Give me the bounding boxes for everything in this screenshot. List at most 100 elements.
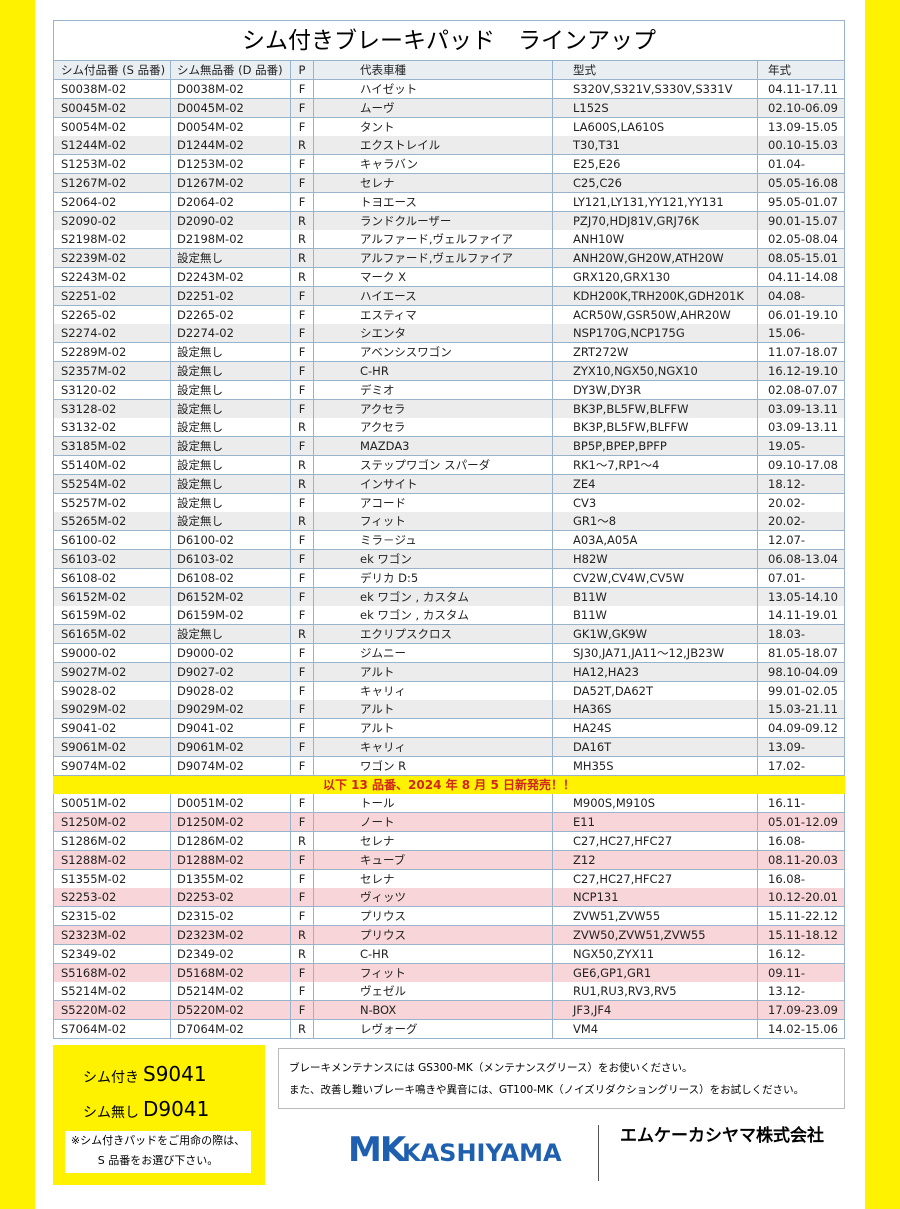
cell: D6103-02 <box>170 550 290 568</box>
cell: S1250M-02 <box>53 813 170 832</box>
cell: トヨエース <box>313 192 552 211</box>
cell: セレナ <box>313 832 552 850</box>
logo-name: KASHIYAMA <box>402 1139 562 1167</box>
cell: デリカ D:5 <box>313 568 552 587</box>
cell: R <box>290 249 313 268</box>
cell: D6152M-02 <box>170 587 290 606</box>
cell: 17.02- <box>757 756 845 775</box>
cell: D1288M-02 <box>170 850 290 869</box>
cell: F <box>290 963 313 982</box>
label: シム付き <box>83 1070 139 1086</box>
cell: S1286M-02 <box>53 832 170 850</box>
table-row: S9029M-02 D9029M-02 F アルト HA36S 15.03-21.11 <box>53 700 845 720</box>
cell: インサイト <box>313 474 552 493</box>
cell: S2243M-02 <box>53 268 170 286</box>
cell: NGX50,ZYX11 <box>552 944 757 963</box>
cell: 18.12- <box>757 474 845 493</box>
cell: R <box>290 474 313 493</box>
cell: S3128-02 <box>53 399 170 418</box>
cell: 98.10-04.09 <box>757 662 845 681</box>
cell: F <box>290 681 313 700</box>
cell: セレナ <box>313 174 552 192</box>
cell: D1253M-02 <box>170 155 290 174</box>
cell: アルファード,ヴェルファイア <box>313 230 552 249</box>
cell: D9074M-02 <box>170 756 290 775</box>
cell: A03A,A05A <box>552 531 757 550</box>
cell: F <box>290 719 313 738</box>
cell: D7064M-02 <box>170 1020 290 1038</box>
cell: F <box>290 380 313 399</box>
cell: S3185M-02 <box>53 437 170 456</box>
cell: D1267M-02 <box>170 174 290 192</box>
cell: 設定無し <box>170 362 290 380</box>
cell: 02.05-08.04 <box>757 230 845 249</box>
cell: 設定無し <box>170 456 290 474</box>
cell: 04.08- <box>757 286 845 305</box>
cell: 17.09-23.09 <box>757 1001 845 1020</box>
cell: P <box>290 61 313 79</box>
cell: ムーヴ <box>313 98 552 117</box>
cell: 20.02- <box>757 512 845 531</box>
cell: HA24S <box>552 719 757 738</box>
cell: RK1～7,RP1～4 <box>552 456 757 474</box>
cell: D1286M-02 <box>170 832 290 850</box>
table-row: S2243M-02 D2243M-02 R マーク X GRX120,GRX130 04.… <box>53 268 845 287</box>
cell: S1244M-02 <box>53 136 170 155</box>
cell: S320V,S321V,S330V,S331V <box>552 80 757 98</box>
cell: ハイゼット <box>313 80 552 98</box>
cell: ACR50W,GSR50W,AHR20W <box>552 305 757 324</box>
cell: 13.09-15.05 <box>757 117 845 136</box>
cell: DA52T,DA62T <box>552 681 757 700</box>
table-row: S1244M-02 D1244M-02 R エクストレイル T30,T31 00.10-1… <box>53 136 845 156</box>
title: シム付きブレーキパッド ラインアップ <box>53 20 845 61</box>
cell: S2349-02 <box>53 944 170 963</box>
cell: SJ30,JA71,JA11～12,JB23W <box>552 644 757 662</box>
cell: D2064-02 <box>170 192 290 211</box>
cell: F <box>290 644 313 662</box>
cell: S5265M-02 <box>53 512 170 531</box>
cell: 設定無し <box>170 399 290 418</box>
table-row: S2239M-02 設定無し R アルファード,ヴェルファイア ANH20W,GH20W… <box>53 249 845 269</box>
cell: S3132-02 <box>53 418 170 437</box>
cell: F <box>290 662 313 681</box>
cell: D2253-02 <box>170 888 290 907</box>
cell: D5220M-02 <box>170 1001 290 1020</box>
cell: S9000-02 <box>53 644 170 662</box>
table-row: S2349-02 D2349-02 R C-HR NGX50,ZYX11 16.12- <box>53 944 845 964</box>
cell: F <box>290 305 313 324</box>
example-box: シム付き S9041 シム無し D9041 ※シム付きパッドをご用命の際は、 S… <box>53 1045 265 1185</box>
cell: 11.07-18.07 <box>757 343 845 362</box>
cell: S5140M-02 <box>53 456 170 474</box>
cell: セレナ <box>313 869 552 888</box>
table-row: S2265-02 D2265-02 F エスティマ ACR50W,GSR50W,AHR2… <box>53 305 845 325</box>
cell: S2239M-02 <box>53 249 170 268</box>
table-row: S5214M-02 D5214M-02 F ヴェゼル RU1,RU3,RV3,RV5 13… <box>53 982 845 1002</box>
note-line: S 品番をお選び下さい。 <box>97 1154 219 1167</box>
cell: D2274-02 <box>170 324 290 343</box>
code: S9041 <box>143 1062 207 1086</box>
cell: C27,HC27,HFC27 <box>552 832 757 850</box>
cell: D2265-02 <box>170 305 290 324</box>
cell: マーク X <box>313 268 552 286</box>
cell: F <box>290 1001 313 1020</box>
cell: S2198M-02 <box>53 230 170 249</box>
table-row: S5140M-02 設定無し R ステップワゴン スパーダ RK1～7,RP1～4 09.… <box>53 456 845 475</box>
cell: F <box>290 606 313 625</box>
cell: 12.07- <box>757 531 845 550</box>
cell: 15.03-21.11 <box>757 700 845 719</box>
cell: F <box>290 700 313 719</box>
cell: N-BOX <box>313 1001 552 1020</box>
cell: R <box>290 418 313 437</box>
table-row: S7064M-02 D7064M-02 R レヴォーグ VM4 14.02-15.06 <box>53 1020 845 1039</box>
cell: ek ワゴン , カスタム <box>313 606 552 625</box>
table-row: S9028-02 D9028-02 F キャリィ DA52T,DA62T 99.01-02… <box>53 681 845 701</box>
cell: MAZDA3 <box>313 437 552 456</box>
cell: 00.10-15.03 <box>757 136 845 155</box>
cell: S2064-02 <box>53 192 170 211</box>
cell: S9074M-02 <box>53 756 170 775</box>
cell: 15.11-18.12 <box>757 926 845 944</box>
cell: F <box>290 117 313 136</box>
